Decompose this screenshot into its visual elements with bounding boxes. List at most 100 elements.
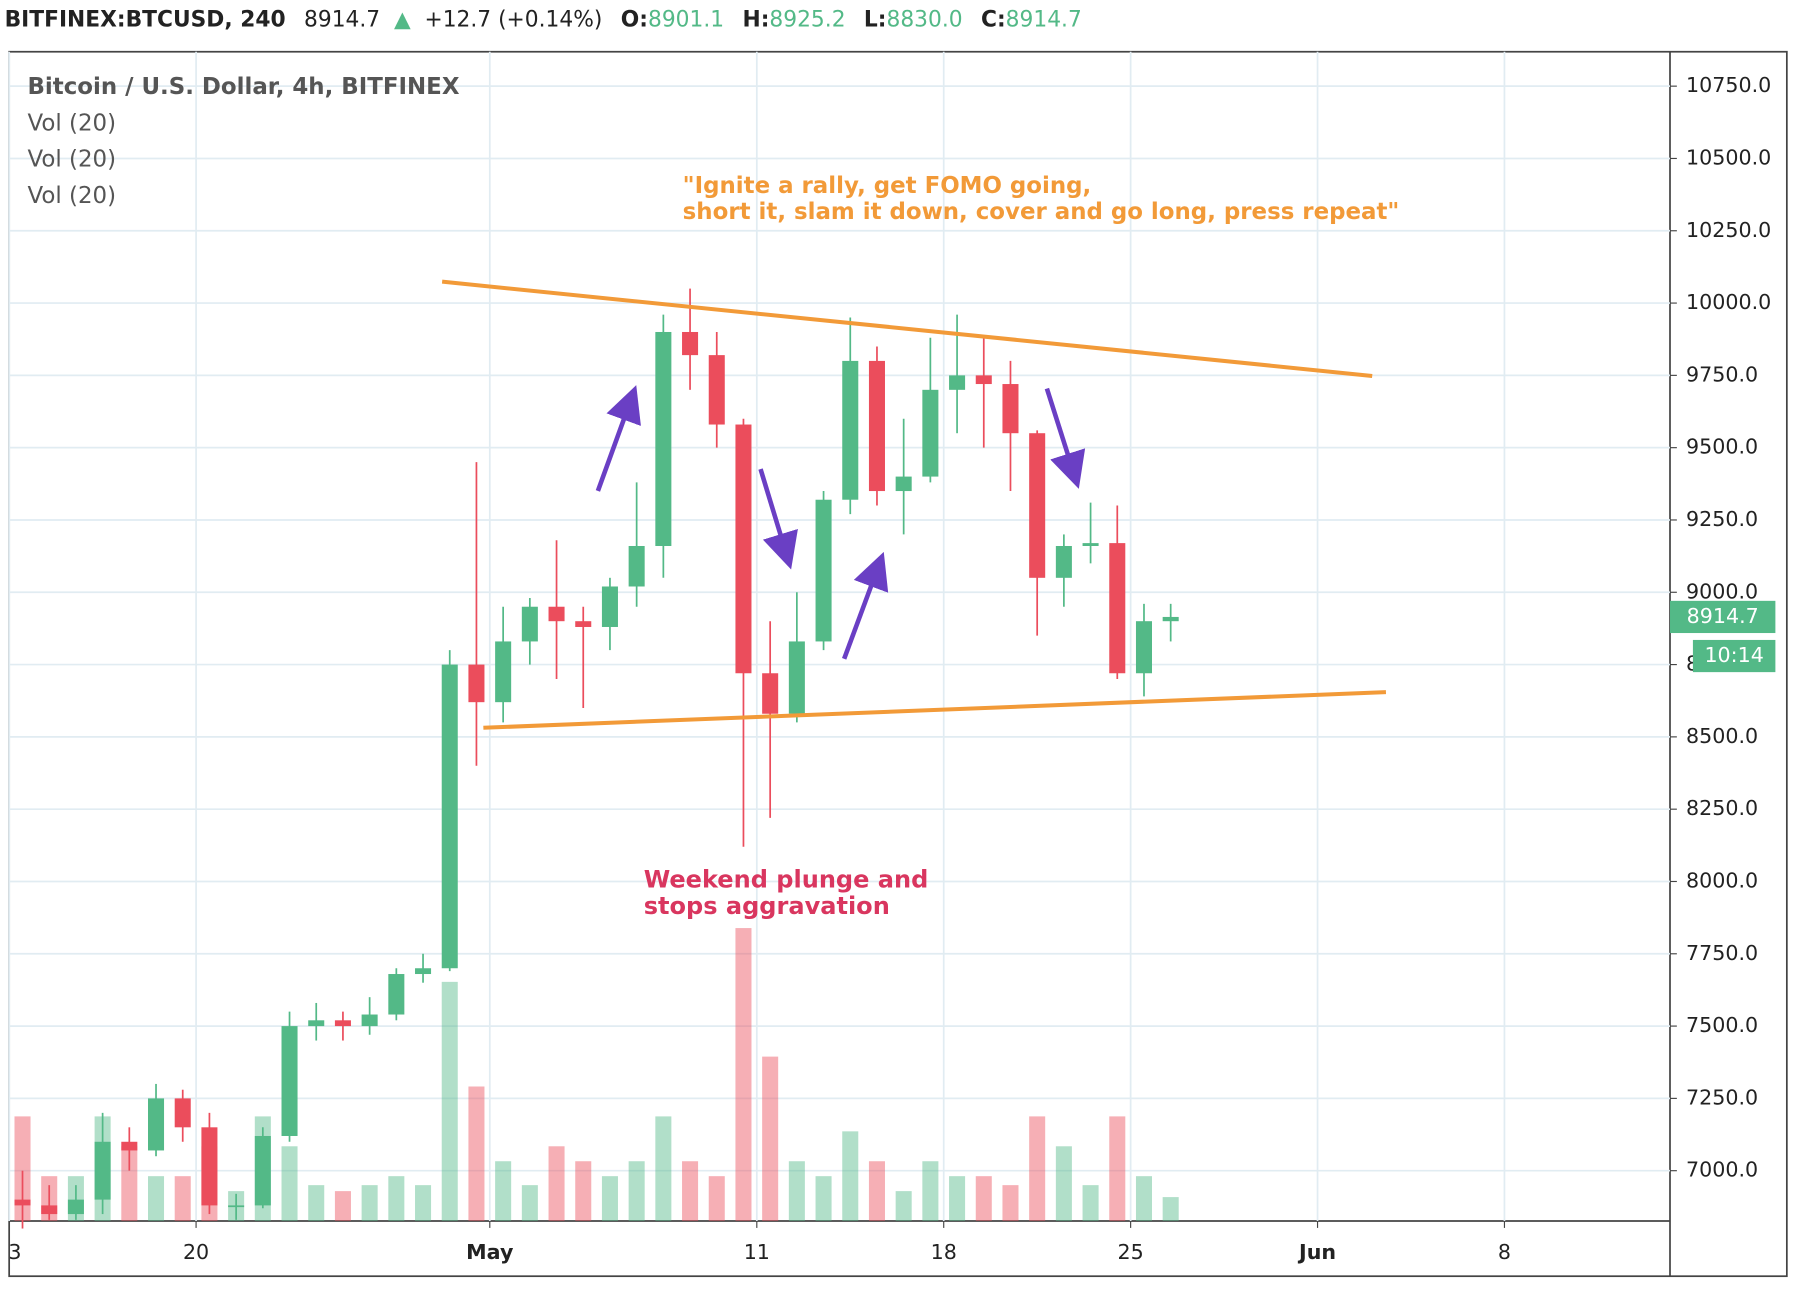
x-tick-label: 11 [744,1240,770,1264]
candle-body [1082,543,1099,546]
ohlc-value: 8914.7 [1006,8,1082,33]
volume-bar [281,1146,298,1222]
x-tick-label: 8 [1498,1240,1511,1264]
header: BITFINEX:BTCUSD, 240 8914.7 ▲ +12.7 (+0.… [5,8,1082,33]
arrow [595,385,641,492]
annotations: "Ignite a rally, get FOMO going,short it… [644,173,1776,920]
x-tick-label: 3 [8,1240,21,1264]
y-tick-label: 10500.0 [1686,145,1771,169]
ohlc-key: L: [864,8,887,33]
volume-bar [361,1185,378,1222]
candle-body [708,355,725,425]
candle-body [548,606,565,622]
candle-body [575,621,592,627]
volume-bar [1162,1197,1179,1222]
volume-bar [682,1161,699,1222]
candle-body [1109,543,1126,674]
volume-bar [1135,1176,1153,1222]
candle-body [441,664,458,969]
ohlc-key: C: [981,8,1006,33]
change: +12.7 (+0.14%) [424,8,602,33]
last-price-tag [1670,600,1776,634]
candle-body [1162,616,1179,622]
support-line [483,690,1387,730]
volume-bar [121,1146,138,1222]
candle-body [815,499,832,642]
candle-body [601,586,618,627]
indicator: Vol (20) [27,183,116,209]
y-tick-label: 8250.0 [1686,796,1758,820]
y-tick-label: 10250.0 [1686,218,1771,242]
candle-body [94,1141,111,1200]
arrow [842,551,889,660]
volume-bar [842,1131,859,1222]
x-tick-label: 18 [931,1240,957,1264]
volume-bar [14,1116,31,1222]
candle-body [308,1020,325,1027]
volume-bar [441,981,458,1222]
candle-body [735,424,752,674]
volume-bar [174,1176,191,1222]
x-tick-label: 20 [183,1240,209,1264]
candle-body [949,375,966,390]
ohlc-value: 8901.1 [648,8,724,33]
volume-bar [521,1185,538,1222]
candle-body [14,1199,31,1206]
volume-bar [308,1185,325,1222]
candle-body [67,1199,84,1215]
chart-title: Bitcoin / U.S. Dollar, 4h, BITFINEX [27,74,459,100]
ohlc-key: O: [621,8,648,33]
volume-bar [949,1176,966,1222]
arrow-up: ▲ [394,8,411,33]
marks [14,288,1179,1229]
candle-body [1055,545,1072,578]
resistance-line [441,279,1373,378]
symbol: BITFINEX:BTCUSD, 240 [5,8,286,33]
volume-bar [334,1191,351,1222]
candle-body [628,545,645,587]
candle-body [415,968,432,975]
candle-body [254,1135,271,1206]
volume-bar [575,1161,592,1222]
annotation: stops aggravation [644,892,890,920]
candle-body [495,641,512,703]
indicator: Vol (20) [27,111,116,137]
candle-body [281,1026,298,1136]
candle-body [521,606,538,642]
ohlc-key: H: [742,8,769,33]
x-tick-label: Jun [1297,1240,1336,1264]
ohlc-value: 8830.0 [886,8,962,33]
candle-body [655,331,672,546]
candle-body [388,974,405,1015]
candle-body [842,360,859,500]
y-tick-label: 9250.0 [1686,507,1758,531]
candle-body [922,389,939,477]
y-tick-label: 7500.0 [1686,1013,1758,1037]
y-tick-label: 9750.0 [1686,362,1758,386]
y-tick-label: 9000.0 [1686,579,1758,603]
arrow [758,468,798,570]
countdown: 10:14 [1704,643,1763,667]
candle-body [201,1127,218,1206]
volume-bar [628,1161,645,1222]
candle-body [682,331,699,356]
volume-bar [868,1161,885,1222]
indicator: Vol (20) [27,146,116,172]
x-tick-label: 25 [1118,1240,1144,1264]
volume-bar [388,1176,405,1222]
volume-bar [415,1185,432,1222]
volume-bar [762,1056,779,1222]
candle-body [121,1141,138,1151]
y-tick-label: 8500.0 [1686,724,1758,748]
candle-body [361,1014,378,1027]
annotation: Weekend plunge and [644,866,929,894]
candle-body [762,673,779,714]
candle-body [468,664,485,703]
volume-bar [708,1176,725,1222]
last-price-label: 8914.7 [1687,604,1759,628]
candle-body [788,641,805,714]
y-tick-label: 10750.0 [1686,73,1771,97]
candle-body [1135,621,1153,674]
